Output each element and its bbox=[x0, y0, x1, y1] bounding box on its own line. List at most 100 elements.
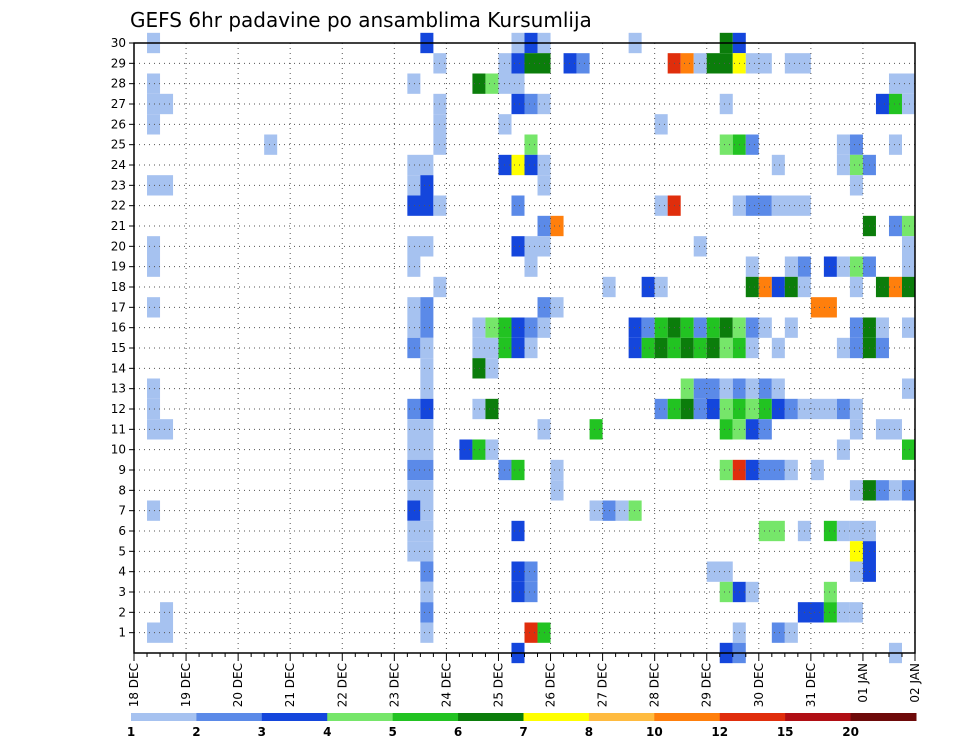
y-tick-label: 30 bbox=[111, 36, 126, 50]
heatmap-cell bbox=[901, 439, 915, 460]
y-tick-label: 1 bbox=[118, 626, 126, 640]
heatmap-cell bbox=[407, 459, 434, 481]
x-tick-label: 29 DEC bbox=[700, 663, 714, 707]
grid-lines bbox=[134, 43, 915, 653]
heatmap-cell bbox=[407, 236, 434, 257]
colorbar-segment bbox=[327, 713, 394, 721]
heatmap-cell bbox=[511, 561, 525, 582]
heatmap-cell bbox=[797, 398, 837, 420]
heatmap-cell bbox=[550, 480, 564, 501]
heatmap-cell bbox=[654, 398, 668, 420]
heatmap-cell bbox=[420, 602, 434, 623]
heatmap-cell bbox=[407, 500, 421, 521]
heatmap-cell bbox=[875, 337, 889, 359]
heatmap-cell bbox=[680, 398, 694, 420]
heatmap-cell bbox=[511, 236, 525, 257]
x-tick-label: 25 DEC bbox=[491, 663, 505, 707]
y-tick-label: 24 bbox=[111, 158, 126, 172]
heatmap-cell bbox=[849, 561, 863, 582]
heatmap-cell bbox=[784, 276, 798, 298]
heatmap-cell bbox=[745, 276, 759, 298]
heatmap-cell bbox=[706, 398, 720, 420]
heatmap-cell bbox=[147, 73, 161, 94]
heatmap-cell bbox=[836, 154, 850, 176]
heatmap-cell bbox=[901, 256, 915, 277]
colorbar-tick-label: 20 bbox=[842, 725, 859, 739]
y-tick-label: 28 bbox=[111, 77, 126, 91]
heatmap-cell bbox=[758, 398, 772, 420]
heatmap-cell bbox=[758, 459, 785, 481]
heatmap-cell bbox=[823, 602, 837, 623]
y-tick-label: 8 bbox=[118, 483, 126, 497]
heatmap-cell bbox=[407, 398, 421, 420]
heatmap-cell bbox=[745, 398, 759, 420]
heatmap-cell bbox=[784, 256, 798, 277]
heatmap-cell bbox=[875, 419, 902, 440]
heatmap-cell bbox=[485, 398, 499, 420]
heatmap-cell bbox=[160, 602, 174, 623]
colorbar-tick-label: 6 bbox=[454, 725, 462, 739]
heatmap-cell bbox=[745, 581, 759, 603]
heatmap-cell bbox=[147, 297, 161, 318]
heatmap-cell bbox=[511, 459, 525, 481]
x-tick-label: 20 DEC bbox=[231, 663, 245, 707]
heatmap-cell bbox=[888, 480, 902, 501]
axes: 1234567891011121314151617181920212223242… bbox=[111, 36, 922, 707]
heatmap-cell bbox=[719, 93, 733, 115]
heatmap-cell bbox=[511, 195, 525, 216]
heatmap-cell bbox=[407, 480, 434, 501]
heatmap-cell bbox=[654, 114, 668, 135]
heatmap-cell bbox=[264, 134, 278, 155]
heatmap-cell bbox=[407, 520, 434, 542]
colorbar-segment bbox=[392, 713, 459, 721]
heatmap-cell bbox=[524, 154, 538, 176]
heatmap-cell bbox=[888, 215, 902, 237]
heatmap-cell bbox=[472, 439, 486, 460]
heatmap-cell bbox=[485, 317, 499, 338]
heatmap-cell bbox=[589, 419, 603, 440]
heatmap-cell bbox=[901, 236, 915, 257]
colorbar-segment bbox=[785, 713, 852, 721]
y-tick-label: 27 bbox=[111, 97, 126, 111]
heatmap-cells bbox=[147, 32, 915, 664]
y-tick-label: 3 bbox=[118, 585, 126, 599]
heatmap-cell bbox=[771, 276, 785, 298]
colorbar-segment bbox=[588, 713, 655, 721]
heatmap-cell bbox=[511, 93, 525, 115]
heatmap-cell bbox=[550, 215, 564, 237]
heatmap-cell bbox=[836, 398, 850, 420]
heatmap-cell bbox=[472, 337, 499, 359]
heatmap-cell bbox=[875, 317, 889, 338]
y-tick-label: 20 bbox=[111, 239, 126, 253]
heatmap-cell bbox=[901, 378, 915, 399]
heatmap-cell bbox=[472, 73, 486, 94]
heatmap-cell bbox=[459, 439, 473, 460]
heatmap-cell bbox=[836, 134, 850, 155]
heatmap-cell bbox=[797, 602, 824, 623]
heatmap-cell bbox=[654, 276, 668, 298]
heatmap-cell bbox=[758, 378, 772, 399]
heatmap-cell bbox=[147, 419, 174, 440]
heatmap-cell bbox=[693, 317, 707, 338]
heatmap-cell bbox=[823, 581, 837, 603]
heatmap-cell bbox=[407, 175, 421, 196]
heatmap-cell bbox=[849, 419, 863, 440]
heatmap-cell bbox=[654, 195, 668, 216]
y-tick-label: 12 bbox=[111, 402, 126, 416]
heatmap-cell bbox=[420, 378, 434, 399]
heatmap-cell bbox=[784, 398, 798, 420]
heatmap-cell bbox=[472, 358, 486, 379]
y-tick-label: 9 bbox=[118, 463, 126, 477]
heatmap-cell bbox=[511, 317, 525, 338]
heatmap-cell bbox=[524, 337, 538, 359]
heatmap-cell bbox=[849, 480, 863, 501]
heatmap-cell bbox=[524, 93, 538, 115]
heatmap-cell bbox=[420, 398, 434, 420]
colorbar-segment bbox=[261, 713, 328, 721]
heatmap-cell bbox=[511, 53, 525, 74]
heatmap-cell bbox=[472, 317, 486, 338]
colorbar-tick-label: 4 bbox=[323, 725, 331, 739]
heatmap-cell bbox=[771, 337, 785, 359]
heatmap-cell bbox=[407, 73, 421, 94]
heatmap-cell bbox=[901, 480, 915, 501]
